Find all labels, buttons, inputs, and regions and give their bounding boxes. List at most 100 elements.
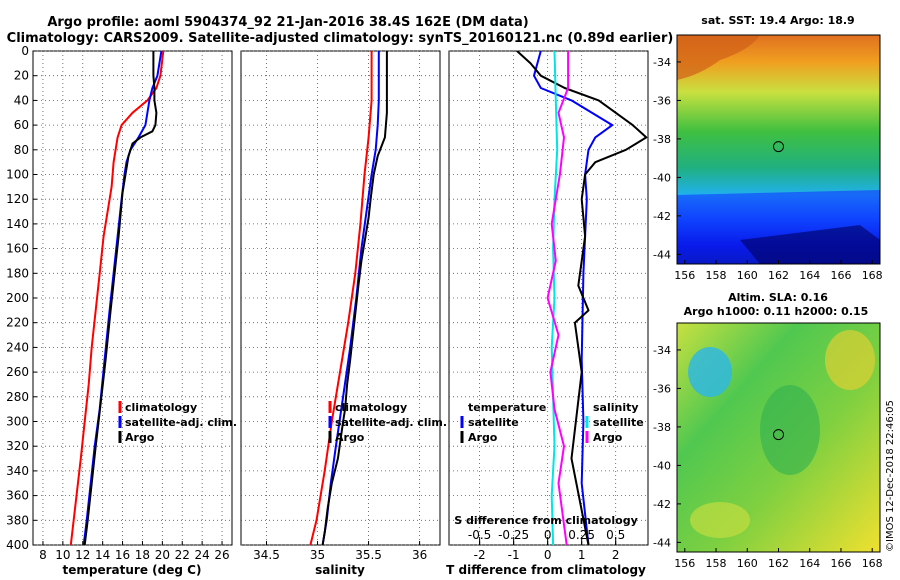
y-tick-label: 280	[6, 390, 29, 404]
legend-argo-label: Argo	[335, 431, 365, 444]
lon-tick-label: 160	[737, 269, 758, 282]
lon-tick-label: 156	[674, 557, 695, 570]
lat-tick-label: -42	[653, 498, 671, 511]
lon-tick-label: 168	[862, 557, 883, 570]
x-tick-label: 0	[544, 548, 552, 562]
lon-tick-label: 164	[799, 269, 820, 282]
salinity-axis-label: salinity	[315, 563, 365, 577]
salinity-ticks: 34.5 35 35.5 36	[253, 541, 427, 562]
sst-map: sat. SST: 19.4 Argo: 18.9 156 158 160 162 16…	[653, 14, 883, 282]
temperature-lines	[69, 51, 165, 545]
temperature-legend: climatology satellite-adj. clim. Argo	[118, 401, 237, 444]
lon-tick-label: 158	[706, 269, 727, 282]
title-line-1: Argo profile: aoml 5904374_92 21-Jan-201…	[47, 15, 528, 30]
depth-ticks: 0 20 40 60 80 100 120 140 160 180 200 220 240 260 280 3…	[6, 44, 37, 552]
x-tick-label: 18	[135, 548, 150, 562]
legend-climatology-label: climatology	[125, 401, 197, 414]
salinity-lines	[309, 51, 388, 545]
x-tick-label: 8	[39, 548, 47, 562]
series-climatology	[309, 51, 373, 545]
y-tick-label: 240	[6, 340, 29, 354]
temperature-axis-label: temperature (deg C)	[63, 563, 202, 577]
x-tick-label: 16	[115, 548, 130, 562]
series-climatology	[69, 51, 165, 545]
y-tick-label: 40	[14, 93, 29, 107]
salinity-plot-area	[240, 50, 441, 546]
lat-tick-label: -36	[653, 94, 671, 107]
legend-t-satellite-label: satellite	[468, 416, 519, 429]
legend-climatology-label: climatology	[335, 401, 407, 414]
legend-argo-label: Argo	[125, 431, 155, 444]
lat-tick-label: -38	[653, 133, 671, 146]
timestamp: ©IMOS 12-Dec-2018 22:46:05	[885, 400, 896, 552]
lon-tick-label: 162	[768, 269, 789, 282]
legend-s-argo-label: Argo	[593, 431, 623, 444]
y-tick-label: 0	[21, 44, 29, 58]
y-tick-label: 360	[6, 489, 29, 503]
lon-tick-label: 166	[830, 269, 851, 282]
sla-map-title: Altim. SLA: 0.16	[728, 291, 828, 304]
salinity-panel: 34.5 35 35.5 36 salinity climatology satell…	[240, 50, 447, 577]
x-tick-label: 35	[310, 548, 325, 562]
y-tick-label: 260	[6, 365, 29, 379]
legend-t-argo-label: Argo	[468, 431, 498, 444]
s-tick-label: 0	[544, 528, 552, 542]
lon-tick-label: 164	[799, 557, 820, 570]
series-argo	[83, 51, 158, 545]
y-tick-label: 300	[6, 415, 29, 429]
x-tick-label: 24	[195, 548, 210, 562]
legend-temperature-title: temperature	[468, 401, 546, 414]
sla-low-patch	[688, 347, 732, 397]
sst-deep-patch	[740, 225, 880, 264]
s-tick-label: 0.25	[568, 528, 595, 542]
lon-tick-label: 166	[830, 557, 851, 570]
y-tick-label: 180	[6, 266, 29, 280]
sst-warm-patch	[677, 35, 760, 80]
lat-tick-label: -34	[653, 56, 671, 69]
lon-tick-label: 168	[862, 269, 883, 282]
y-tick-label: 220	[6, 316, 29, 330]
lat-tick-label: -44	[653, 536, 671, 549]
y-tick-label: 400	[6, 538, 29, 552]
s-tick-label: -0.5	[468, 528, 491, 542]
lat-tick-label: -34	[653, 344, 671, 357]
sla-high-patch-2	[690, 502, 750, 538]
difference-legend-temperature: temperature satellite Argo	[460, 401, 546, 444]
legend-satellite-label: satellite-adj. clim.	[125, 416, 237, 429]
y-tick-label: 380	[6, 513, 29, 527]
y-tick-label: 340	[6, 464, 29, 478]
argo-location-marker	[773, 429, 784, 441]
temperature-plot-area	[32, 50, 233, 546]
x-tick-label: 1	[578, 548, 586, 562]
legend-salinity-title: salinity	[593, 401, 639, 414]
y-tick-label: 140	[6, 217, 29, 231]
y-tick-label: 60	[14, 118, 29, 132]
sst-map-lon-ticks: 156 158 160 162 164 166 168	[674, 260, 883, 282]
difference-legend-salinity: salinity satellite Argo	[585, 401, 644, 444]
t-difference-axis-label: T difference from climatology	[446, 563, 646, 577]
difference-panel: -0.5 -0.25 0 0.25 0.5 -2 -1 0 1 2 S difference f…	[446, 50, 649, 577]
x-tick-label: 12	[75, 548, 90, 562]
sla-map-lon-ticks: 156 158 160 162 164 166 168	[674, 548, 883, 570]
legend-satellite-label: satellite-adj. clim.	[335, 416, 447, 429]
x-tick-label: 20	[155, 548, 170, 562]
series-satellite-adj-clim-	[321, 51, 380, 545]
sst-map-title: sat. SST: 19.4 Argo: 18.9	[701, 14, 854, 27]
series-t-argo	[516, 51, 648, 545]
t-difference-ticks: -2 -1 0 1 2	[474, 541, 620, 562]
series-s-satellite	[550, 51, 559, 545]
lat-tick-label: -40	[653, 171, 671, 184]
sla-high-patch	[825, 330, 875, 390]
title-line-2: Climatology: CARS2009. Satellite-adjuste…	[7, 31, 674, 46]
x-tick-label: 35.5	[355, 548, 382, 562]
s-tick-label: -0.25	[498, 528, 529, 542]
temperature-panel: 0 20 40 60 80 100 120 140 160 180 200 220 240 260 280 3…	[6, 44, 237, 577]
lat-tick-label: -40	[653, 459, 671, 472]
y-tick-label: 20	[14, 69, 29, 83]
lat-tick-label: -38	[653, 421, 671, 434]
lon-tick-label: 160	[737, 557, 758, 570]
legend-s-satellite-label: satellite	[593, 416, 644, 429]
lon-tick-label: 158	[706, 557, 727, 570]
y-tick-label: 100	[6, 168, 29, 182]
